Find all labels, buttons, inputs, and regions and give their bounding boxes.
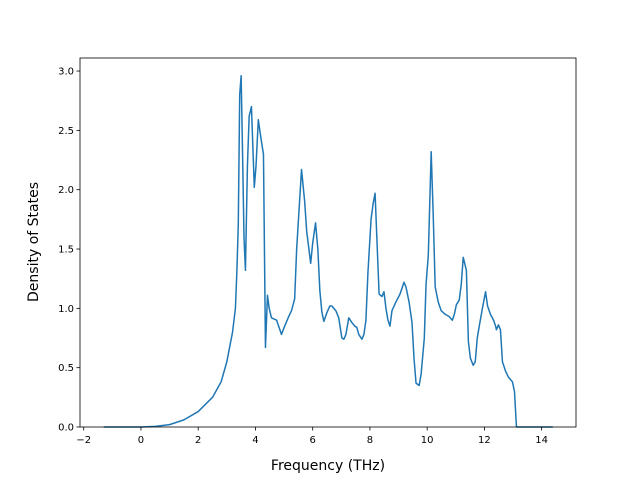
x-tick-label: −2: [76, 435, 91, 446]
y-tick-label: 2.5: [58, 126, 74, 137]
x-tick-label: 10: [421, 435, 434, 446]
y-tick-label: 3.0: [58, 67, 74, 78]
x-tick-label: 2: [195, 435, 201, 446]
x-tick-label: 6: [310, 435, 316, 446]
data-line: [103, 75, 553, 428]
x-tick-label: 4: [252, 435, 258, 446]
y-tick-label: 0.0: [58, 423, 74, 434]
y-tick-label: 2.0: [58, 185, 74, 196]
x-axis-label: Frequency (THz): [271, 458, 385, 474]
y-tick-label: 1.5: [58, 245, 74, 256]
y-tick-label: 0.5: [58, 363, 74, 374]
plot-frame: [79, 57, 577, 428]
y-axis-label: Density of States: [26, 182, 42, 302]
x-tick-label: 8: [367, 435, 373, 446]
y-tick-label: 1.0: [58, 304, 74, 315]
x-tick-label: 12: [478, 435, 491, 446]
x-tick-label: 0: [138, 435, 144, 446]
x-tick-label: 14: [535, 435, 548, 446]
